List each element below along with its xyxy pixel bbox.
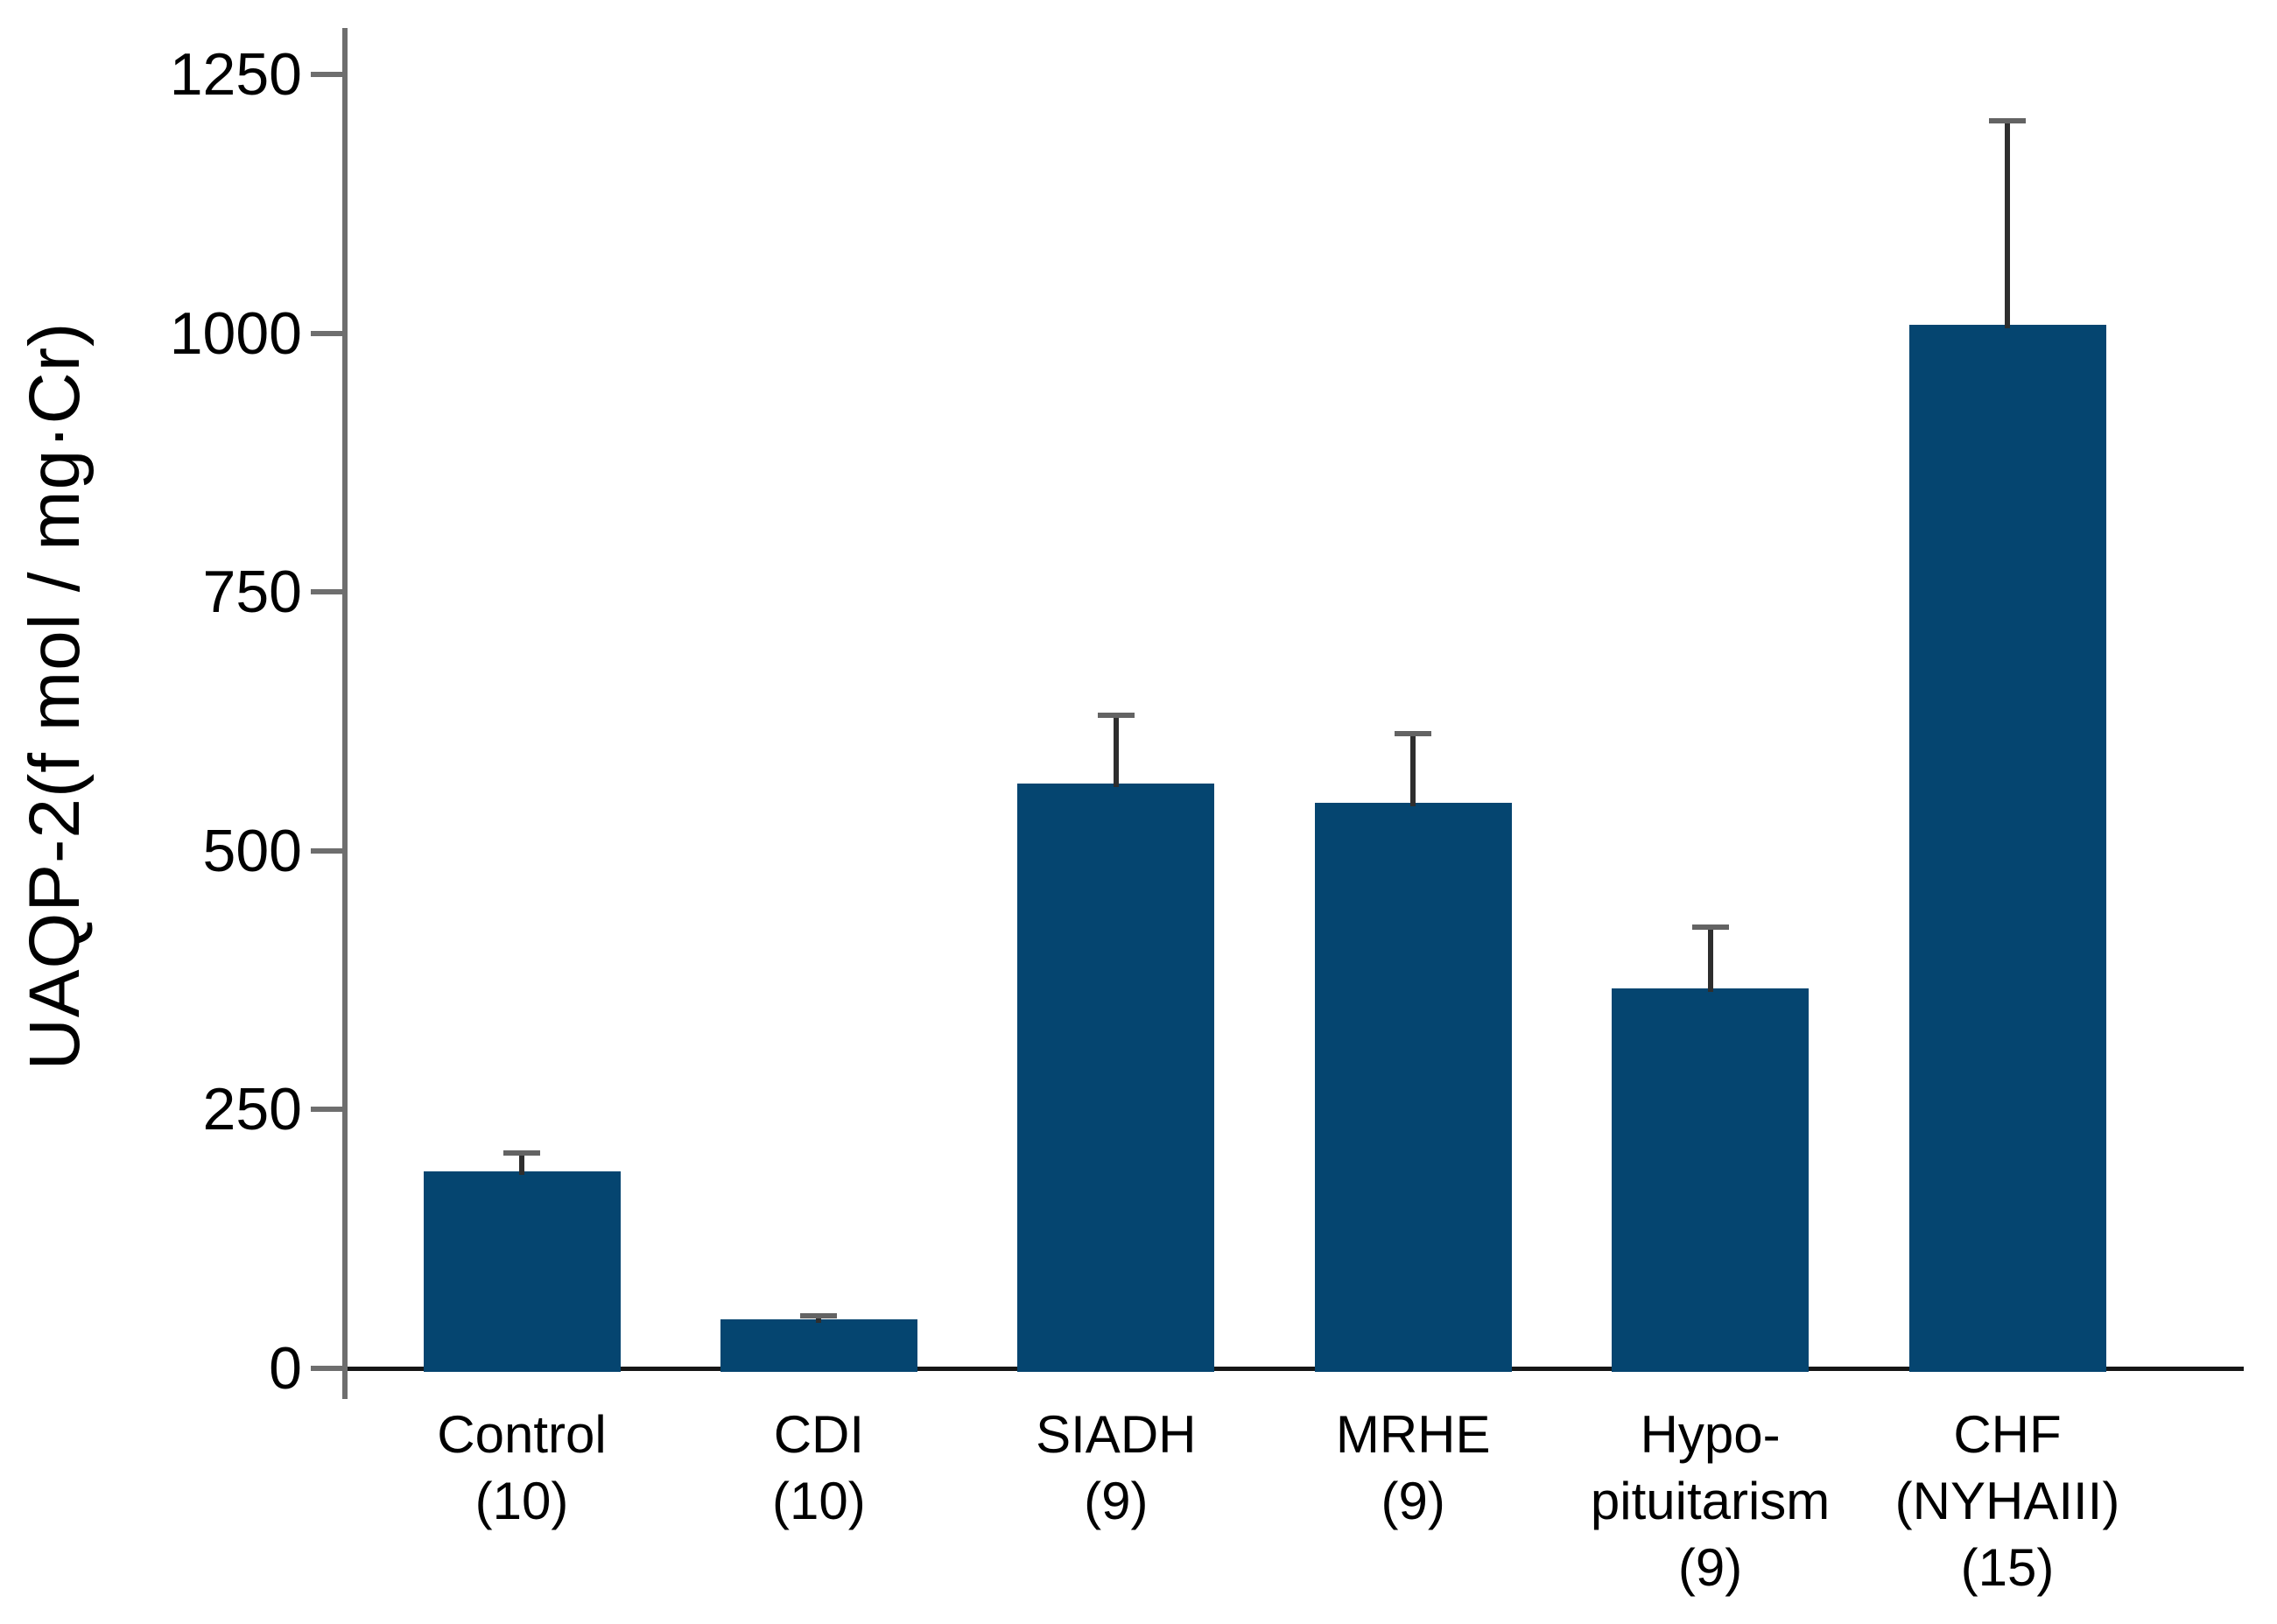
x-category-label: Hypo-pituitarism (9) [1509, 1402, 1912, 1601]
bar [1017, 783, 1215, 1372]
error-bar-cap [1097, 712, 1135, 718]
y-tick-mark [311, 847, 348, 854]
y-tick-mark [311, 72, 348, 77]
y-tick-label: 1250 [169, 41, 302, 108]
x-category-label: CDI (10) [617, 1402, 1020, 1535]
error-bar-cap [800, 1312, 838, 1318]
error-bar-cap [1691, 924, 1729, 931]
x-category-label-line: (9) [1677, 1538, 1743, 1597]
y-tick-label: 500 [202, 817, 302, 884]
y-tick-mark [311, 589, 348, 595]
x-category-label-line: CHF [1953, 1405, 2062, 1464]
x-category-label-line: Hypo- [1640, 1405, 1781, 1464]
y-tick-mark [311, 1107, 348, 1113]
error-bar-cap [1989, 118, 2026, 124]
y-axis-line [342, 28, 348, 1399]
x-category-label: Control (10) [320, 1402, 723, 1535]
error-bar-line [1707, 927, 1713, 993]
bar [1612, 988, 1810, 1372]
y-axis-title: UAQP-2(f mol / mg·Cr) [15, 321, 95, 1071]
y-tick-label: 250 [202, 1076, 302, 1143]
bar [720, 1319, 917, 1372]
x-category-label: SIADH (9) [915, 1402, 1318, 1535]
bar [1314, 803, 1512, 1372]
error-bar-line [816, 1315, 822, 1324]
y-tick-mark [311, 1366, 348, 1371]
bar [423, 1171, 621, 1372]
x-category-label-line: pituitarism [1590, 1472, 1831, 1530]
x-category-label: MRHE (9) [1212, 1402, 1614, 1535]
x-category-label-line: (10) [772, 1472, 866, 1530]
x-axis-line [342, 1367, 2244, 1371]
x-category-label-line: SIADH [1036, 1405, 1197, 1464]
x-category-label-line: (15) [1960, 1538, 2055, 1597]
error-bar-cap [503, 1150, 540, 1156]
x-category-label-line: (10) [474, 1472, 569, 1530]
error-bar-cap [1395, 731, 1432, 737]
x-category-label-line: (9) [1084, 1472, 1149, 1530]
x-category-label-line: CDI [773, 1405, 865, 1464]
x-category-label-line: Control [437, 1405, 607, 1464]
y-tick-mark [311, 330, 348, 336]
y-tick-label: 0 [269, 1335, 302, 1402]
y-tick-label: 750 [202, 559, 302, 626]
error-bar-line [2005, 121, 2010, 329]
x-category-label-line: (9) [1381, 1472, 1445, 1530]
error-bar-line [1113, 714, 1119, 787]
error-bar-line [519, 1153, 524, 1176]
error-bar-line [1410, 734, 1416, 807]
x-category-label-line: MRHE [1335, 1405, 1491, 1464]
y-tick-label: 1000 [169, 299, 302, 367]
x-category-label-line: (NYHAIII) [1894, 1472, 2120, 1530]
bar [1908, 325, 2106, 1372]
x-category-label: CHF (NYHAIII) (15) [1806, 1402, 2209, 1601]
